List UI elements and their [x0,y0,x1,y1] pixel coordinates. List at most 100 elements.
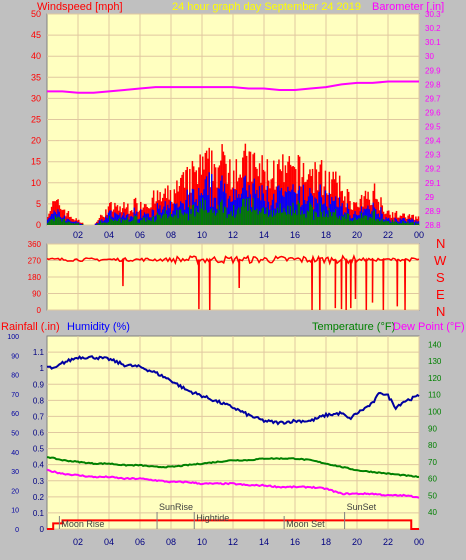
wind-avg-bar [397,221,399,225]
dir-ytick-label: 180 [28,273,42,282]
wind-low-bar [167,218,169,225]
baro-ytick-label: 30.1 [425,38,441,47]
wind-avg-bar [185,199,187,225]
wind-avg-bar [340,206,342,225]
wind-gust-bar [222,151,225,225]
wind-low-bar [59,218,62,225]
rainfall-label: Rainfall (.in) [1,321,60,333]
wind-low-bar [106,223,108,225]
wind-low-bar [151,217,154,225]
wind-gust-bar [213,164,216,225]
wind-avg-bar [147,213,150,225]
wind-low-bar [229,214,231,225]
wind-avg-bar [403,218,405,225]
wind-low-bar [152,215,155,225]
event-label: Moon Set [286,519,325,529]
wind-low-bar [212,212,214,225]
wind-low-bar [141,219,143,225]
wind-avg-bar [254,193,257,225]
wind-ytick-label: 15 [31,157,41,167]
wind-gust-bar [300,186,302,225]
wind-avg-bar [322,204,324,225]
wind-gust-bar [194,172,196,225]
wind-gust-bar [347,191,350,225]
wind-avg-bar [304,200,306,225]
wind-avg-bar [337,207,340,225]
wind-low-bar [333,212,336,225]
wind-low-bar [349,220,351,225]
wind-low-bar [107,222,110,225]
wind-low-bar [136,216,138,225]
wind-low-bar [347,213,350,225]
wind-low-bar [292,202,294,225]
wind-avg-bar [94,223,97,225]
wind-low-bar [264,213,266,225]
wind-avg-bar [48,217,50,225]
temp-ytick-label: 40 [428,508,437,517]
wind-low-bar [101,222,103,225]
lower-xtick-label: 16 [290,537,300,547]
wind-low-bar [70,222,72,225]
wind-avg-bar [154,216,156,225]
wind-avg-bar [264,200,266,225]
wind-low-bar [211,208,213,225]
baro-ytick-label: 30 [425,52,434,61]
wind-avg-bar [320,197,323,225]
wind-low-bar [345,218,347,225]
wind-low-bar [340,219,342,225]
event-label: Hightide [196,513,229,523]
wind-low-bar [406,222,408,225]
wind-avg-bar [207,195,209,225]
wind-low-bar [315,212,318,225]
baro-ytick-label: 30.3 [425,10,441,19]
wind-low-bar [346,212,349,225]
wind-low-bar [150,221,152,225]
wind-avg-bar [318,191,320,225]
wind-avg-bar [205,176,208,225]
wind-low-bar [376,219,378,225]
wind-avg-bar [120,217,123,225]
wind-avg-bar [276,186,279,225]
wind-gust-bar [384,214,386,225]
wind-low-bar [156,212,159,225]
wind-low-bar [270,210,272,225]
wind-gust-bar [417,216,420,225]
rain-ytick-label: 1.1 [33,348,45,357]
wind-gust-bar [270,179,272,225]
wind-low-bar [81,224,84,225]
wind-low-bar [360,212,363,225]
wind-low-bar [390,222,393,225]
wind-gust-bar [327,194,329,225]
wind-low-bar [280,212,283,225]
wind-avg-bar [137,219,139,225]
wind-low-bar [273,210,275,225]
baro-ytick-label: 29.7 [425,94,441,103]
wind-gust-bar [364,190,367,225]
wind-low-bar [159,214,161,225]
wind-avg-bar [368,209,371,225]
wind-ytick-label: 30 [31,93,41,103]
wind-gust-bar [70,216,72,225]
wind-low-bar [261,208,263,225]
wind-low-bar [342,217,345,225]
wind-avg-bar [355,214,358,225]
wind-low-bar [68,221,71,225]
temperature-label: Temperature (°F) [312,321,395,333]
wind-low-bar [227,214,230,225]
humidity-label: Humidity (%) [67,321,130,333]
wind-gust-bar [207,158,209,225]
wind-low-bar [61,221,63,225]
wind-gust-bar [351,209,354,225]
wind-xtick-label: 10 [197,230,207,240]
wind-gust-bar [61,210,63,225]
wind-low-bar [251,211,253,225]
compass-s: S [436,270,445,285]
wind-gust-bar [350,209,353,225]
humidity-ytick-label: 10 [11,508,19,515]
barometer-label: Barometer [.in] [372,1,444,13]
wind-low-bar [248,198,250,225]
wind-low-bar [267,216,270,225]
wind-low-bar [258,210,261,225]
wind-gust-bar [313,193,315,225]
baro-ytick-label: 29.6 [425,108,441,117]
